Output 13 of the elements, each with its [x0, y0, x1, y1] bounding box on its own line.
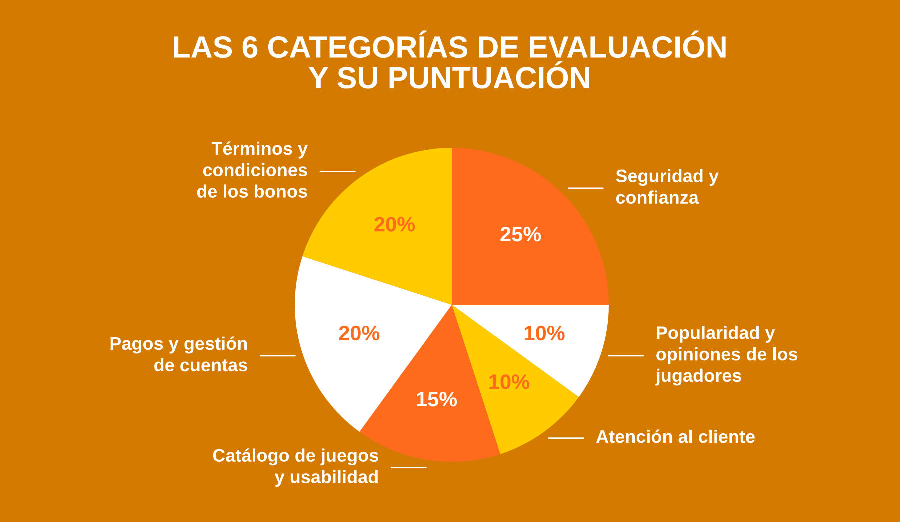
slice-label: Pagos y gestión de cuentas — [110, 336, 248, 372]
data-label: 15% — [417, 392, 458, 407]
slice-label: Atención al cliente — [596, 430, 755, 444]
slice-label: Términos y condiciones de los bonos — [197, 142, 308, 198]
data-label: 10% — [490, 374, 530, 390]
data-label: 20% — [374, 217, 416, 232]
chart-title: LAS 6 CATEGORÍAS DE EVALUACIÓN Y SU PUNTUACIÓN — [174, 30, 726, 89]
slice-label: Catálogo de juegos y usabilidad — [213, 448, 378, 488]
data-label: 25% — [500, 227, 542, 242]
data-label: 20% — [339, 326, 380, 341]
data-label: 10% — [525, 326, 565, 341]
slice-label: Seguridad y confianza — [616, 169, 719, 204]
slice-label: Popularidad y opiniones de los jugadores — [656, 326, 798, 386]
